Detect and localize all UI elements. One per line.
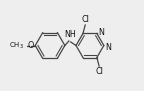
Text: N: N [105, 43, 111, 52]
Text: O: O [27, 41, 34, 50]
Text: CH$_3$: CH$_3$ [9, 40, 24, 51]
Text: Cl: Cl [81, 15, 89, 24]
Text: N: N [98, 28, 104, 37]
Text: NH: NH [64, 30, 76, 39]
Text: Cl: Cl [95, 67, 103, 76]
